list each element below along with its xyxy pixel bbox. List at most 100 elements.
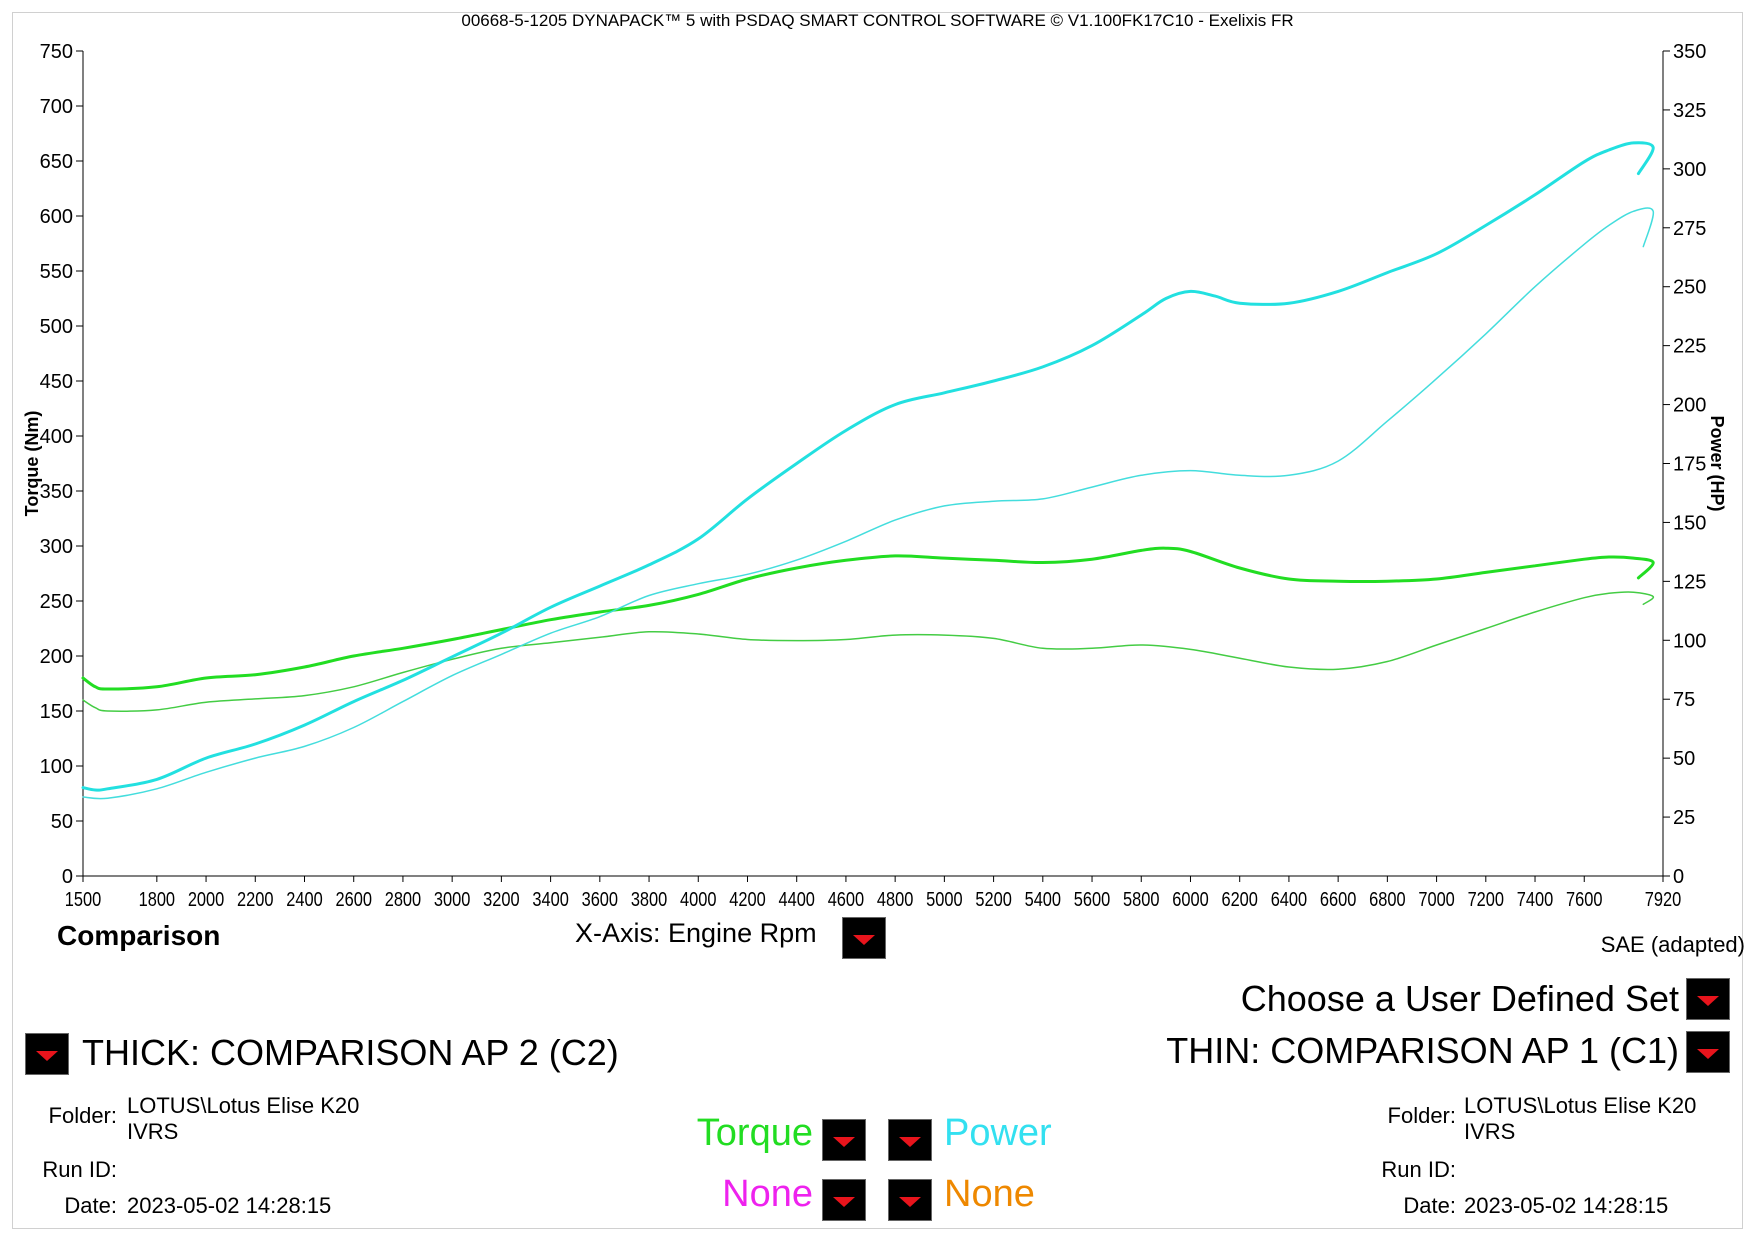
y-axis-left-title: Torque (Nm) [22, 411, 42, 517]
x-tick-label: 3400 [532, 887, 568, 910]
right-folder-label: Folder: [1387, 1103, 1456, 1128]
y-right-tick-label: 225 [1673, 336, 1706, 358]
right-folder-line2: IVRS [1464, 1119, 1516, 1144]
y-right-tick-label: 25 [1673, 807, 1695, 829]
y-left-tick-label: 200 [40, 646, 73, 668]
left-folder-label: Folder: [48, 1103, 117, 1128]
chart-title: 00668-5-1205 DYNAPACK™ 5 with PSDAQ SMAR… [461, 11, 1294, 30]
y-left-tick-label: 300 [40, 536, 73, 558]
sae-label: SAE (adapted) [1600, 932, 1745, 957]
x-tick-label: 2800 [385, 887, 421, 910]
y-right-tick-label: 125 [1673, 571, 1706, 593]
y-left-tick-label: 0 [62, 866, 73, 888]
right-folder-line1: LOTUS\Lotus Elise K20 [1464, 1093, 1697, 1118]
y-right-tick-label: 275 [1673, 218, 1706, 240]
x-tick-label: 7400 [1517, 887, 1553, 910]
channel-torque-dropdown[interactable] [822, 1119, 866, 1161]
x-tick-label: 7200 [1468, 887, 1504, 910]
y-left-tick-label: 600 [40, 206, 73, 228]
series-line-thin-power [82, 207, 1655, 800]
x-tick-label: 6600 [1320, 887, 1356, 910]
x-tick-label: 6000 [1172, 887, 1208, 910]
left-date-label: Date: [64, 1193, 117, 1218]
x-axis-label: X-Axis: Engine Rpm [575, 918, 817, 948]
x-tick-label: 1800 [139, 887, 175, 910]
channel-torque-label: Torque [696, 1112, 813, 1154]
x-tick-label: 6400 [1271, 887, 1307, 910]
comparison-label: Comparison [57, 920, 221, 951]
y-left-tick-label: 150 [40, 701, 73, 723]
x-tick-label: 4800 [877, 887, 913, 910]
channel-none-right-dropdown[interactable] [888, 1179, 932, 1221]
y-left-tick-label: 700 [40, 96, 73, 118]
y-right-tick-label: 300 [1673, 159, 1706, 181]
y-right-tick-label: 100 [1673, 630, 1706, 652]
x-tick-label: 3000 [434, 887, 470, 910]
x-axis-dropdown[interactable] [842, 917, 886, 959]
y-left-tick-label: 350 [40, 481, 73, 503]
y-left-tick-label: 750 [40, 41, 73, 63]
x-tick-label: 4000 [680, 887, 716, 910]
thick-run-label: THICK: COMPARISON AP 2 (C2) [82, 1032, 619, 1073]
y-right-tick-label: 250 [1673, 277, 1706, 299]
channel-power-label: Power [944, 1112, 1052, 1154]
y-left-tick-label: 500 [40, 316, 73, 338]
x-tick-label: 3600 [582, 887, 618, 910]
x-tick-label: 7600 [1566, 887, 1602, 910]
x-tick-label: 5800 [1123, 887, 1159, 910]
x-tick-label: 5600 [1074, 887, 1110, 910]
channel-none-left-dropdown[interactable] [822, 1179, 866, 1221]
user-set-label: Choose a User Defined Set [1240, 978, 1679, 1019]
x-tick-label: 7000 [1418, 887, 1454, 910]
y-right-tick-label: 175 [1673, 454, 1706, 476]
x-tick-label: 2600 [335, 887, 371, 910]
left-folder-line1: LOTUS\Lotus Elise K20 [127, 1093, 360, 1118]
y-left-tick-label: 50 [51, 811, 73, 833]
thin-run-dropdown[interactable] [1686, 1031, 1730, 1073]
thick-run-dropdown[interactable] [25, 1033, 69, 1075]
series-line-thick-torque [81, 546, 1655, 691]
y-left-tick-label: 400 [40, 426, 73, 448]
x-tick-label: 1500 [65, 887, 101, 910]
channel-none-left-label: None [722, 1173, 813, 1215]
right-date-value: 2023-05-02 14:28:15 [1464, 1193, 1669, 1218]
left-run-id-label: Run ID: [42, 1157, 117, 1182]
y-right-tick-label: 325 [1673, 100, 1706, 122]
right-date-label: Date: [1403, 1193, 1456, 1218]
right-run-id-label: Run ID: [1381, 1157, 1456, 1182]
x-tick-label: 3800 [631, 887, 667, 910]
channel-power-dropdown[interactable] [888, 1119, 932, 1161]
series-line-thin-torque [82, 591, 1655, 712]
thin-run-label: THIN: COMPARISON AP 1 (C1) [1166, 1030, 1679, 1071]
chart-frame [12, 12, 1743, 1229]
y-left-tick-label: 250 [40, 591, 73, 613]
y-right-tick-label: 150 [1673, 512, 1706, 534]
series-line-thick-power [81, 141, 1655, 792]
x-tick-label: 2400 [286, 887, 322, 910]
y-left-tick-label: 450 [40, 371, 73, 393]
y-left-tick-label: 550 [40, 261, 73, 283]
x-tick-label: 5200 [975, 887, 1011, 910]
user-set-dropdown[interactable] [1686, 978, 1730, 1020]
y-right-tick-label: 350 [1673, 41, 1706, 63]
x-tick-label: 4600 [828, 887, 864, 910]
left-folder-line2: IVRS [127, 1119, 179, 1144]
y-right-tick-label: 75 [1673, 689, 1695, 711]
x-tick-label: 2000 [188, 887, 224, 910]
y-right-tick-label: 200 [1673, 395, 1706, 417]
x-tick-label: 6800 [1369, 887, 1405, 910]
x-tick-label: 3200 [483, 887, 519, 910]
dyno-chart: 0501001502002503003504004505005506006507… [22, 41, 1727, 910]
x-tick-label: 4400 [778, 887, 814, 910]
y-right-tick-label: 50 [1673, 748, 1695, 770]
x-tick-label: 2200 [237, 887, 273, 910]
x-tick-label: 5000 [926, 887, 962, 910]
y-left-tick-label: 100 [40, 756, 73, 778]
y-axis-right-title: Power (HP) [1707, 415, 1727, 511]
y-right-tick-label: 0 [1673, 866, 1684, 888]
x-tick-label: 7920 [1645, 887, 1681, 910]
x-tick-label: 4200 [729, 887, 765, 910]
left-date-value: 2023-05-02 14:28:15 [127, 1193, 332, 1218]
x-tick-label: 6200 [1221, 887, 1257, 910]
y-left-tick-label: 650 [40, 151, 73, 173]
